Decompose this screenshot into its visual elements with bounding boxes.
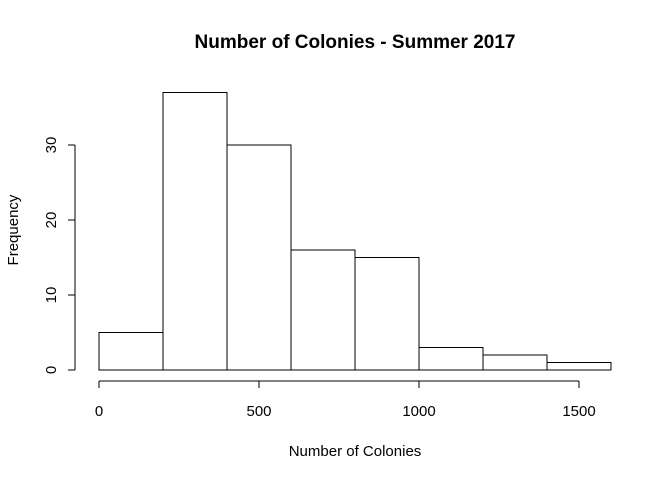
bars-group [98,92,612,371]
x-tick-label-1: 500 [246,403,271,420]
histogram-bar-7 [482,354,548,371]
y-tick-label-2: 20 [43,212,60,229]
y-tick-label-1: 10 [43,287,60,304]
x-tick-label-2: 1000 [402,403,435,420]
histogram-bar-3 [226,144,292,371]
y-axis: 0 10 20 30 [43,137,76,374]
x-axis-label: Number of Colonies [289,443,422,460]
y-tick-label-3: 30 [43,137,60,154]
y-tick-label-0: 0 [43,366,60,374]
histogram-bar-1 [98,332,164,371]
chart-title: Number of Colonies - Summer 2017 [195,32,516,53]
x-tick-label-0: 0 [95,403,103,420]
histogram-bar-5 [354,257,420,371]
y-axis-label: Frequency [5,194,22,265]
histogram-bar-2 [162,92,228,371]
x-axis: 0 500 1000 1500 [95,380,596,420]
histogram-bar-6 [418,347,484,371]
histogram-bar-4 [290,249,356,371]
histogram-bar-8 [546,362,612,371]
x-tick-label-3: 1500 [562,403,595,420]
